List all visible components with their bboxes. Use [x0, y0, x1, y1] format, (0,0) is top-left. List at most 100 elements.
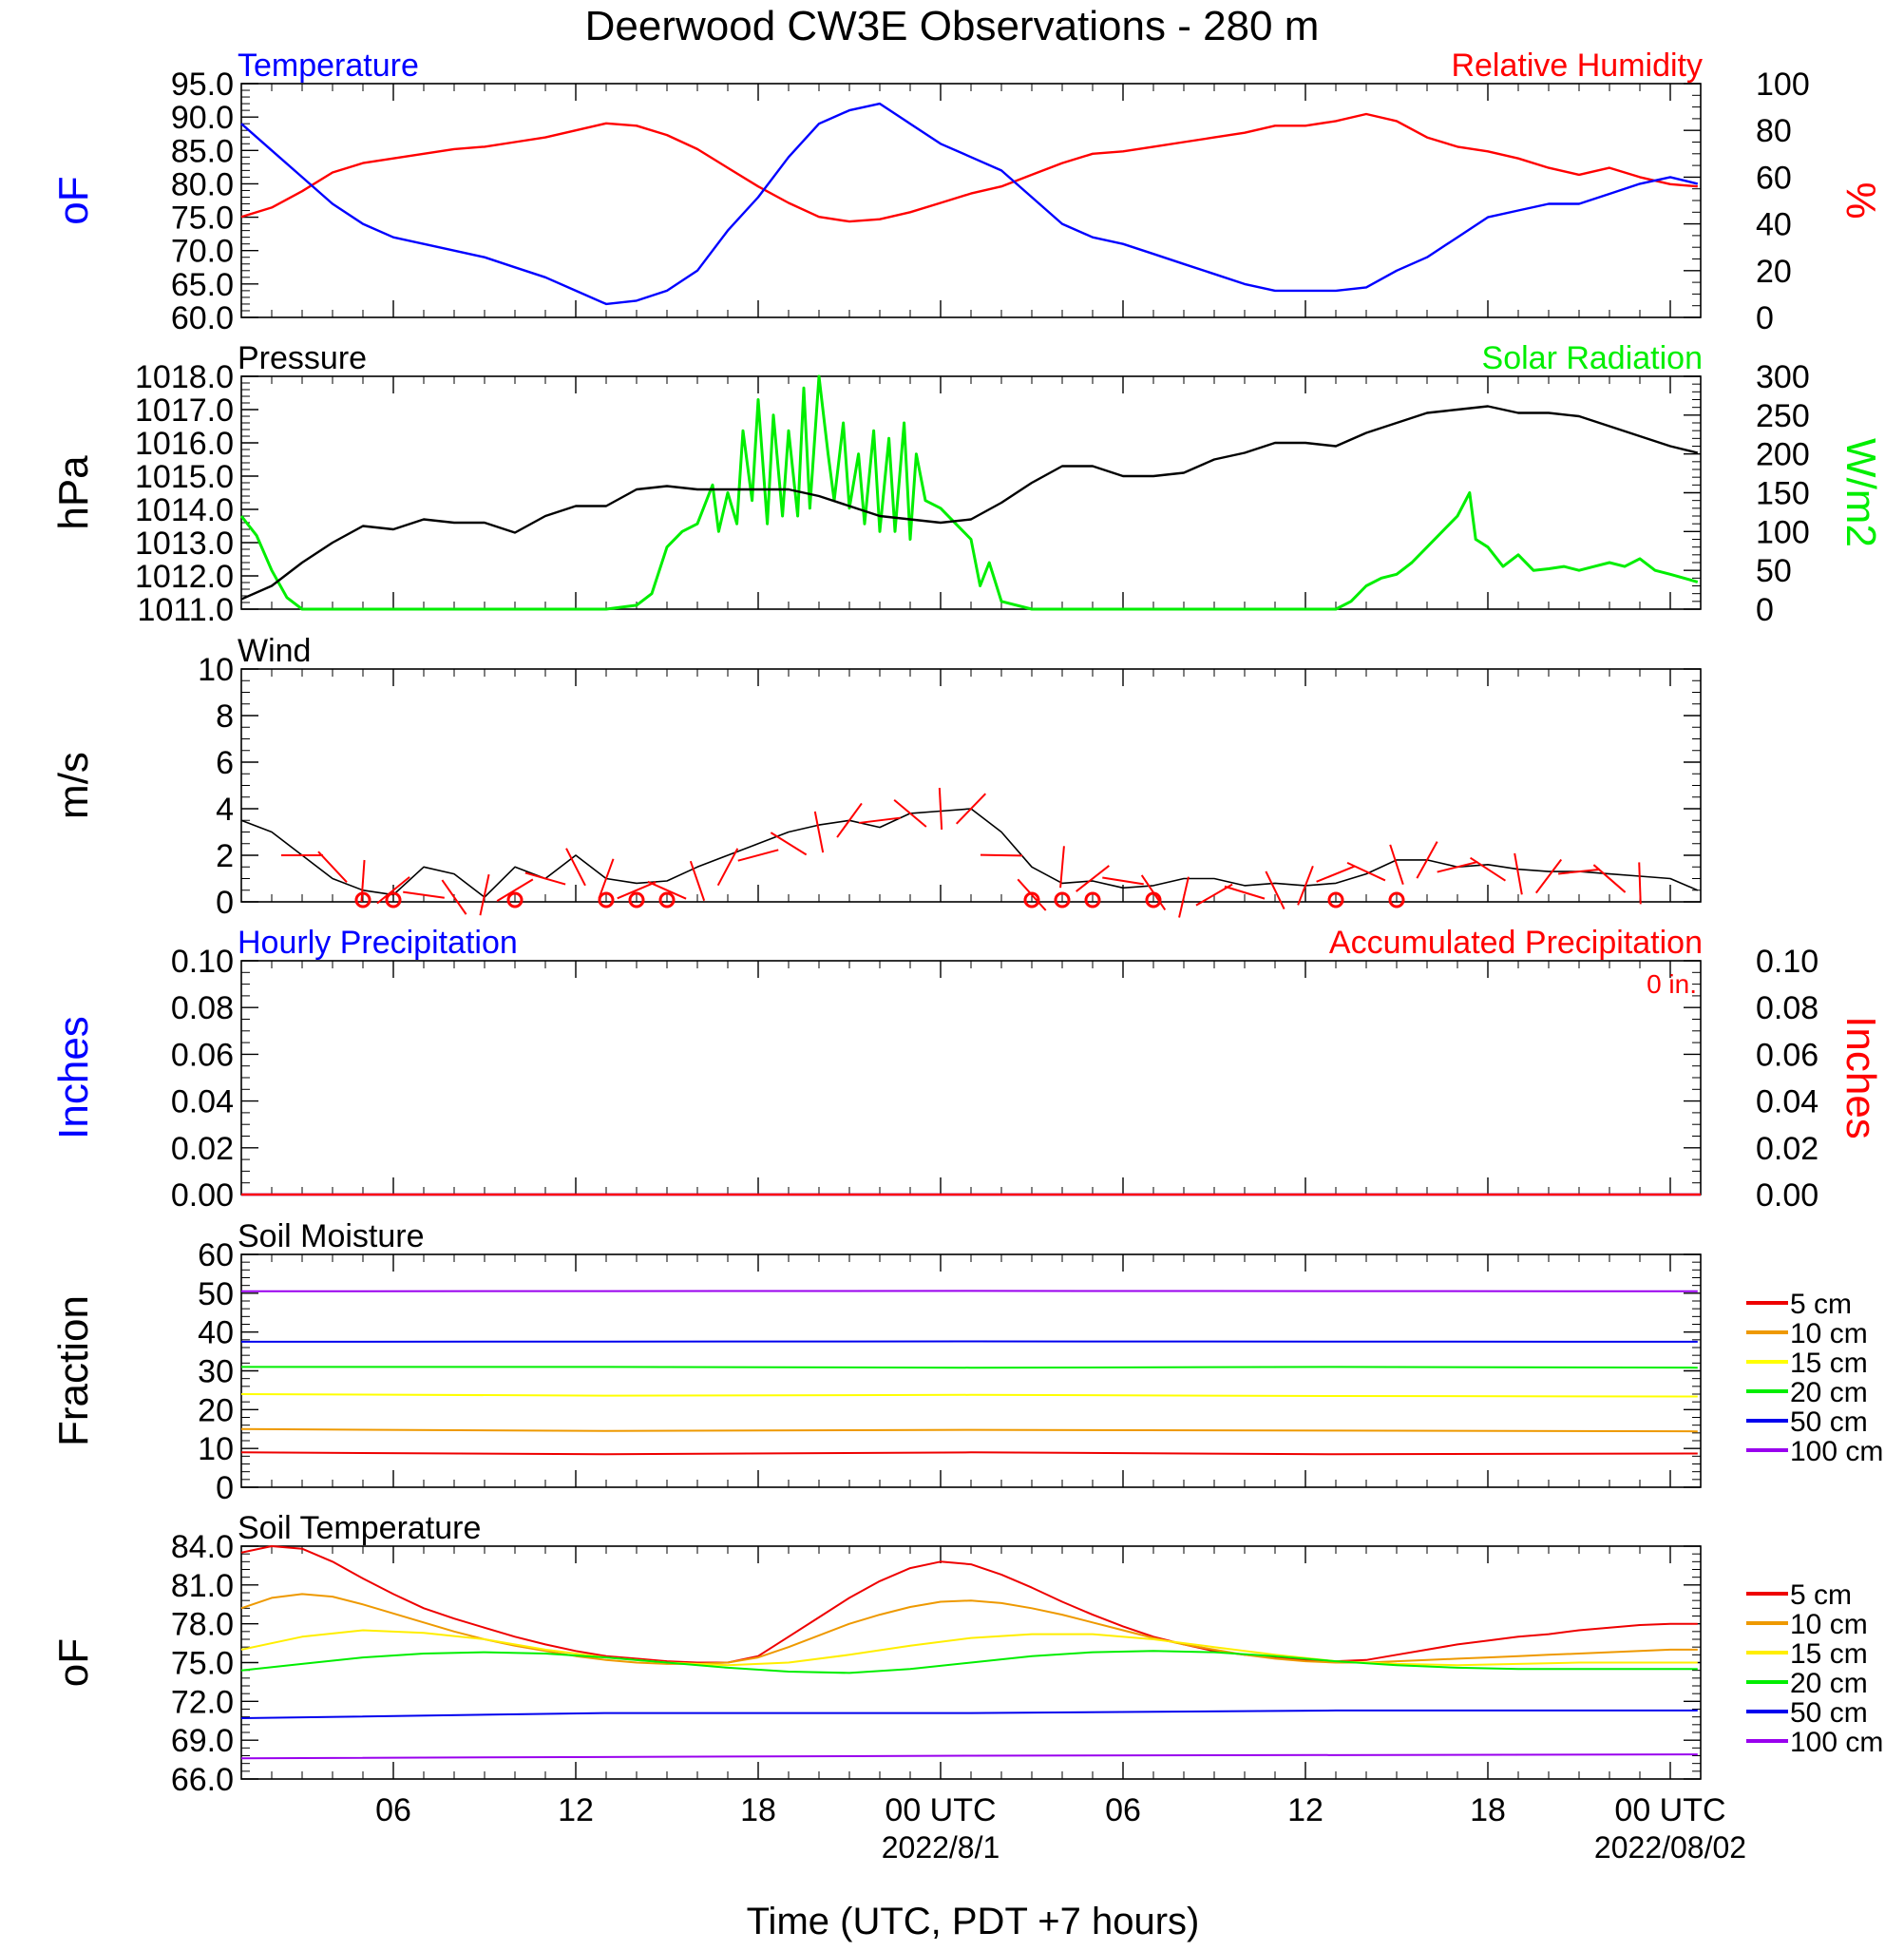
wind-barb	[1265, 870, 1285, 909]
soil_temp-unit-left: oF	[50, 1638, 97, 1687]
wind-calm-marker	[1084, 891, 1101, 909]
soil_temp-y-tick-label: 72.0	[171, 1684, 234, 1720]
x-axis-label: Time (UTC, PDT +7 hours)	[747, 1901, 1200, 1942]
temp_rh-y2-tick-label: 20	[1756, 254, 1792, 290]
precip-y2-tick-label: 0.08	[1756, 990, 1818, 1026]
wind-barb	[1178, 876, 1190, 918]
temp_rh-y-tick-label: 85.0	[171, 133, 234, 169]
soil_moisture-legend-label: 10 cm	[1790, 1318, 1868, 1349]
precip-y2-tick-label: 0.02	[1756, 1131, 1818, 1167]
wind-barb	[403, 890, 445, 899]
wind-barb	[496, 878, 534, 902]
soil_moisture-legend-label: 5 cm	[1790, 1289, 1852, 1320]
wind-barb	[647, 880, 687, 900]
soil_moisture-y-tick-label: 0	[216, 1470, 234, 1506]
wind-barb	[893, 798, 927, 828]
wind-barb	[689, 860, 706, 902]
pressure_solar-unit-right: W/m2	[1837, 438, 1884, 547]
wind-barb	[1297, 865, 1314, 906]
soil_temp-series-100-cm	[240, 1753, 1698, 1760]
pressure_solar-y2-tick-label: 0	[1756, 592, 1774, 628]
wind-calm-marker	[1327, 891, 1344, 909]
wind-barb	[1437, 860, 1478, 873]
precip-y-tick-label: 0.06	[171, 1037, 234, 1073]
temp_rh-y-tick-label: 60.0	[171, 300, 234, 336]
wind-barb	[441, 879, 467, 915]
pressure_solar-series-pressure	[240, 405, 1699, 601]
x-tick-label: 18	[1470, 1792, 1506, 1828]
soil_moisture-series-10-cm	[240, 1427, 1698, 1433]
soil_moisture-title-left: Soil Moisture	[238, 1218, 425, 1254]
wind-barb	[938, 787, 943, 831]
x-date-label: 2022/8/1	[882, 1830, 1000, 1865]
pressure_solar-y2-tick-label: 150	[1756, 476, 1810, 512]
pressure_solar-y-tick-label: 1017.0	[135, 392, 234, 429]
precip-y2-tick-label: 0.00	[1756, 1177, 1818, 1214]
wind-barb	[813, 811, 825, 853]
wind-calm-marker	[385, 891, 402, 909]
wind-calm-marker	[506, 891, 524, 909]
wind-y-tick-label: 10	[198, 652, 234, 688]
pressure_solar-title-right: Solar Radiation	[1482, 340, 1703, 376]
soil_temp-title-left: Soil Temperature	[238, 1510, 481, 1546]
temp_rh-y2-tick-label: 100	[1756, 67, 1810, 103]
pressure_solar-y-tick-label: 1016.0	[135, 426, 234, 462]
wind-calm-marker	[1023, 891, 1040, 909]
wind-title-left: Wind	[238, 633, 311, 669]
soil_temp-legend-label: 50 cm	[1790, 1697, 1868, 1729]
temp_rh-y2-tick-label: 60	[1756, 160, 1792, 196]
wind-barb	[737, 849, 779, 862]
temp_rh-title-right: Relative Humidity	[1451, 48, 1703, 84]
temp_rh-y-tick-label: 70.0	[171, 234, 234, 270]
wind-barb	[859, 816, 901, 824]
temp_rh-y-tick-label: 90.0	[171, 100, 234, 136]
wind-y-tick-label: 6	[216, 745, 234, 781]
wind-barb	[317, 851, 348, 884]
wind-barb	[598, 858, 615, 899]
wind-barb	[1102, 876, 1144, 886]
precip-unit-left: Inches	[50, 1016, 97, 1139]
x-tick-label: 12	[1287, 1792, 1323, 1828]
soil_temp-legend-label: 20 cm	[1790, 1668, 1868, 1699]
wind-barb	[955, 793, 987, 825]
soil_temp-y-tick-label: 75.0	[171, 1646, 234, 1682]
x-tick-label: 06	[375, 1792, 411, 1828]
wind-barb	[1017, 878, 1047, 911]
soil_moisture-y-tick-label: 50	[198, 1276, 234, 1312]
soil_temp-y-tick-label: 78.0	[171, 1607, 234, 1643]
temp_rh-y2-tick-label: 0	[1756, 300, 1774, 336]
soil_moisture-legend-label: 50 cm	[1790, 1406, 1868, 1438]
soil_temp-series-5-cm	[240, 1545, 1698, 1664]
temp_rh-y-tick-label: 65.0	[171, 267, 234, 303]
precip-y-tick-label: 0.04	[171, 1084, 234, 1120]
soil_moisture-series-15-cm	[240, 1393, 1698, 1398]
temp_rh-title-left: Temperature	[238, 48, 419, 84]
soil_temp-series-20-cm	[240, 1650, 1698, 1674]
pressure_solar-y-tick-label: 1012.0	[135, 559, 234, 595]
wind-barb	[1470, 856, 1506, 882]
temp_rh-unit-left: oF	[50, 176, 97, 224]
wind-barb	[1514, 852, 1523, 895]
soil_moisture-series-20-cm	[241, 1366, 1698, 1369]
wind-barb	[716, 848, 739, 887]
wind-barb	[1592, 864, 1627, 893]
wind-barb	[1534, 858, 1563, 894]
temp_rh-series-relative-humidity	[240, 112, 1698, 223]
temp_rh-y2-tick-label: 40	[1756, 207, 1792, 243]
soil_temp-y-tick-label: 81.0	[171, 1568, 234, 1604]
soil_moisture-y-tick-label: 20	[198, 1392, 234, 1428]
soil_moisture-y-tick-label: 60	[198, 1237, 234, 1273]
soil_temp-y-tick-label: 66.0	[171, 1762, 234, 1798]
precip-y2-tick-label: 0.10	[1756, 944, 1818, 980]
wind-calm-marker	[628, 891, 645, 909]
precip-accum-total: 0 in.	[1647, 969, 1697, 999]
pressure_solar-y-tick-label: 1011.0	[138, 592, 234, 628]
x-tick-label: 18	[740, 1792, 776, 1828]
precip-title-right: Accumulated Precipitation	[1329, 925, 1703, 961]
temp_rh-unit-right: %	[1837, 182, 1884, 219]
wind-calm-marker	[1388, 891, 1405, 909]
chart-title: Deerwood CW3E Observations - 280 m	[585, 3, 1320, 49]
soil_moisture-series-5-cm	[240, 1451, 1698, 1456]
pressure_solar-y2-tick-label: 50	[1756, 553, 1792, 589]
